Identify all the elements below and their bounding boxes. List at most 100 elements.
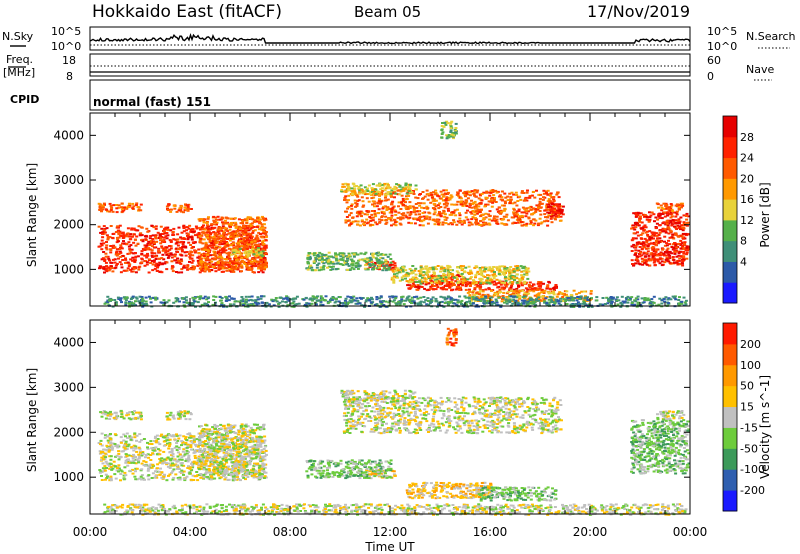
xtick-label: 12:00 xyxy=(373,525,408,539)
nsky-tick-top: 10^5 xyxy=(51,25,81,38)
colorbar-swatch xyxy=(723,116,737,138)
colorbar-swatch xyxy=(723,136,737,159)
echo-patch-13 xyxy=(305,251,393,272)
xtick-label: 16:00 xyxy=(473,525,508,539)
echo-patch-7 xyxy=(656,410,686,421)
echo-patch-13 xyxy=(102,503,688,516)
echo-patch-8 xyxy=(630,211,691,267)
velocity-colorbar-label: Velocity [m s^-1] xyxy=(758,375,772,479)
echo-patch-2 xyxy=(165,203,193,214)
echo-patch-12 xyxy=(406,280,558,292)
ytick-label: 1000 xyxy=(53,262,84,276)
colorbar-swatch xyxy=(723,490,737,512)
freq-label: Freq. xyxy=(6,53,33,66)
ytick-label: 4000 xyxy=(53,128,84,142)
station-title: Hokkaido East (fitACF) xyxy=(92,2,282,22)
echo-patch-5 xyxy=(340,389,417,403)
echo-patch-5 xyxy=(343,189,563,227)
nsky-panel-frame xyxy=(89,26,691,51)
nsearch-tick-top: 10^5 xyxy=(707,25,737,38)
colorbar-swatch xyxy=(723,219,737,242)
colorbar-swatch xyxy=(723,199,737,221)
freq-tick-top: 18 xyxy=(62,54,76,67)
echo-patch-10 xyxy=(477,486,558,502)
colorbar-tick-label: -15 xyxy=(740,421,758,434)
nave-label: Nave xyxy=(746,63,774,76)
echo-patch-11 xyxy=(305,459,393,480)
colorbar-tick-label: 20 xyxy=(740,172,754,185)
colorbar-tick-label: 16 xyxy=(740,193,754,206)
xtick-label: 00:00 xyxy=(73,525,108,539)
colorbar-tick-label: 15 xyxy=(740,401,754,414)
ytick-label: 1000 xyxy=(53,470,84,484)
ytick-label: 4000 xyxy=(53,335,84,349)
nsky-trace xyxy=(89,33,691,46)
echo-patch-1 xyxy=(97,202,143,214)
echo-patch-6 xyxy=(630,418,691,475)
colorbar-swatch xyxy=(723,448,737,470)
echo-patch-4 xyxy=(230,247,265,258)
colorbar-swatch xyxy=(723,157,737,179)
echo-patch-14 xyxy=(390,264,531,285)
cpid-value: normal (fast) 151 xyxy=(93,95,211,109)
ytick-label: 3000 xyxy=(53,173,84,187)
freq-unit: [MHz] xyxy=(3,66,35,79)
echo-patch-9 xyxy=(405,481,493,500)
ytick-label: 2000 xyxy=(53,218,84,232)
nave-tick-bottom: 0 xyxy=(707,70,714,83)
echo-patch-15 xyxy=(466,289,593,303)
colorbar-tick-label: 100 xyxy=(740,359,761,372)
colorbar-swatch xyxy=(723,240,737,262)
power-colorbar-label: Power [dB] xyxy=(758,182,772,247)
nave-tick-top: 60 xyxy=(707,54,721,67)
colorbar-tick-label: 4 xyxy=(740,255,747,268)
nsky-label: N.Sky xyxy=(2,30,34,43)
echo-patch-9 xyxy=(655,202,685,214)
echo-patch-3 xyxy=(197,215,268,272)
colorbar-swatch xyxy=(723,427,737,449)
power-panel: 4000 3000 2000 1000 xyxy=(53,112,691,308)
echo-patch-3 xyxy=(197,423,268,479)
echo-patch-2 xyxy=(165,410,193,421)
xaxis-label: Time UT xyxy=(364,540,415,554)
nsky-line xyxy=(89,33,691,45)
xtick-label: 08:00 xyxy=(273,525,308,539)
colorbar-frame xyxy=(722,115,738,304)
velocity-ylabel: Slant Range [km] xyxy=(25,368,39,472)
echo-patch-1 xyxy=(99,409,143,421)
nsearch-tick-bottom: 10^0 xyxy=(707,40,737,53)
colorbar-swatch xyxy=(723,469,737,491)
time-axis: 00:00 04:00 08:00 12:00 16:00 20:00 00:00 xyxy=(73,525,708,539)
beam-title: Beam 05 xyxy=(354,3,421,21)
power-colorbar: 28 24 20 16 12 8 4 xyxy=(722,115,754,304)
colorbar-tick-label: -200 xyxy=(740,484,765,497)
colorbar-tick-label: 50 xyxy=(740,380,754,393)
echo-patch-7 xyxy=(340,182,418,196)
velocity-colorbar: 200 100 50 15 -15 -50 -100 -200 xyxy=(722,322,765,512)
echo-patch-4 xyxy=(342,396,563,435)
colorbar-swatch xyxy=(723,261,737,283)
colorbar-tick-label: 24 xyxy=(740,152,754,165)
colorbar-swatch xyxy=(723,406,737,428)
colorbar-swatch xyxy=(723,323,737,345)
ytick-label: 2000 xyxy=(53,425,84,439)
echo-patch-6 xyxy=(546,202,565,218)
scatter-cells xyxy=(97,120,691,308)
velocity-panel: 4000 3000 2000 1000 xyxy=(53,319,691,516)
freq-panel-frame xyxy=(89,53,691,77)
echo-patch-16 xyxy=(440,120,458,140)
colorbar-tick-label: -50 xyxy=(740,442,758,455)
cpid-label: CPID xyxy=(10,93,39,106)
colorbar-tick-label: 28 xyxy=(740,131,754,144)
colorbar-swatch xyxy=(723,385,737,408)
xtick-label: 00:00 xyxy=(673,525,708,539)
colorbar-tick-label: 200 xyxy=(740,338,761,351)
date-title: 17/Nov/2019 xyxy=(587,2,690,21)
colorbar-frame xyxy=(722,322,738,512)
scatter-cells xyxy=(97,327,691,516)
echo-patch-12 xyxy=(445,327,458,347)
colorbar-swatch xyxy=(723,178,737,200)
nsearch-label: N.Search xyxy=(746,30,796,43)
freq-tick-bottom: 8 xyxy=(66,70,73,83)
